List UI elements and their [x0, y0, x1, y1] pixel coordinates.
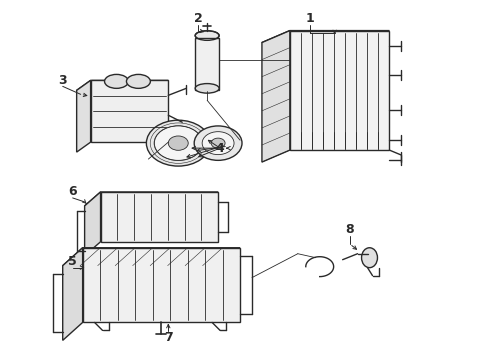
Ellipse shape	[362, 248, 377, 268]
Polygon shape	[85, 192, 218, 206]
Polygon shape	[76, 80, 91, 152]
Ellipse shape	[202, 132, 234, 154]
Polygon shape	[262, 31, 290, 162]
Bar	[83, 248, 240, 323]
Polygon shape	[91, 80, 168, 142]
Polygon shape	[290, 31, 390, 150]
Polygon shape	[63, 248, 240, 266]
Bar	[100, 192, 218, 242]
Polygon shape	[262, 31, 390, 42]
Text: 1: 1	[305, 12, 314, 25]
Text: 4: 4	[216, 141, 224, 155]
Ellipse shape	[195, 31, 219, 40]
Ellipse shape	[154, 126, 202, 160]
Text: 2: 2	[194, 12, 202, 25]
Text: 7: 7	[164, 331, 172, 344]
Ellipse shape	[126, 75, 150, 88]
Text: 6: 6	[68, 185, 77, 198]
Bar	[195, 38, 219, 90]
Ellipse shape	[195, 84, 219, 93]
Polygon shape	[85, 192, 100, 256]
Text: 8: 8	[345, 223, 354, 236]
Text: 5: 5	[68, 255, 77, 268]
Ellipse shape	[147, 120, 210, 166]
Polygon shape	[63, 248, 83, 340]
Ellipse shape	[211, 138, 225, 148]
Ellipse shape	[194, 126, 242, 160]
Polygon shape	[76, 80, 168, 90]
Ellipse shape	[104, 75, 128, 88]
Text: 3: 3	[58, 74, 67, 87]
Ellipse shape	[168, 136, 188, 150]
